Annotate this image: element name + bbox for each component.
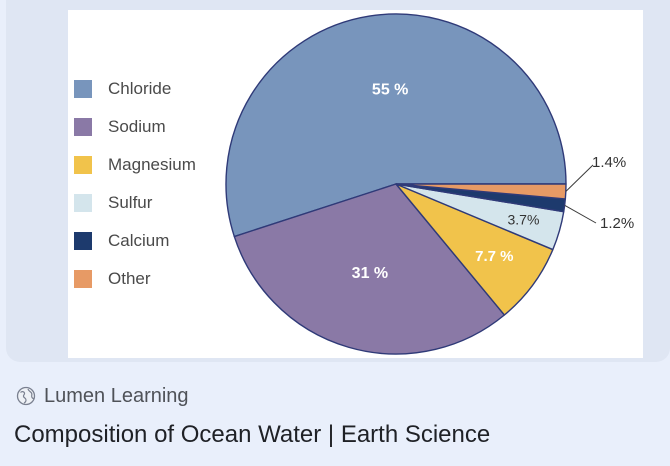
page-title-link[interactable]: Composition of Ocean Water | Earth Scien… — [14, 421, 491, 448]
pie-slice-chloride — [225, 13, 567, 238]
legend-swatch-sodium — [74, 118, 92, 136]
legend-item-sulfur: Sulfur — [74, 192, 234, 214]
data-label-sulfur: 3.7% — [507, 212, 539, 228]
legend-item-sodium: Sodium — [74, 116, 234, 138]
legend-label-calcium: Calcium — [108, 231, 170, 250]
result-card-image-area[interactable]: 55 % 31 % 7.7 % 3.7% 1.2% 1.4% Chloride Sodium… — [6, 0, 670, 362]
pie-slice-sodium — [233, 183, 506, 355]
legend-swatch-sulfur — [74, 194, 92, 212]
legend-item-calcium: Calcium — [74, 230, 234, 252]
leader-line-calcium — [564, 204, 597, 224]
legend-swatch-calcium — [74, 232, 92, 250]
data-label-calcium: 1.2% — [600, 215, 634, 232]
legend-item-other: Other — [74, 268, 234, 290]
data-label-other: 1.4% — [592, 154, 626, 171]
leader-line-other — [565, 164, 594, 192]
globe-icon — [16, 386, 36, 406]
legend-swatch-magnesium — [74, 156, 92, 174]
legend-swatch-chloride — [74, 80, 92, 98]
data-label-chloride: 55 % — [372, 82, 408, 99]
chart-panel[interactable]: 55 % 31 % 7.7 % 3.7% 1.2% 1.4% Chloride Sodium… — [68, 10, 643, 358]
legend-swatch-other — [74, 270, 92, 288]
source-name[interactable]: Lumen Learning — [44, 385, 189, 407]
legend-label-sulfur: Sulfur — [108, 193, 153, 212]
pie-chart: 55 % 31 % 7.7 % 3.7% 1.2% 1.4% — [225, 13, 634, 355]
legend-label-other: Other — [108, 269, 151, 288]
legend-label-sodium: Sodium — [108, 117, 166, 136]
legend-label-chloride: Chloride — [108, 79, 172, 98]
legend-item-magnesium: Magnesium — [74, 154, 234, 176]
legend-label-magnesium: Magnesium — [108, 155, 196, 174]
data-label-sodium: 31 % — [352, 265, 388, 282]
legend-item-chloride: Chloride — [74, 78, 234, 100]
data-label-magnesium: 7.7 % — [475, 248, 513, 265]
